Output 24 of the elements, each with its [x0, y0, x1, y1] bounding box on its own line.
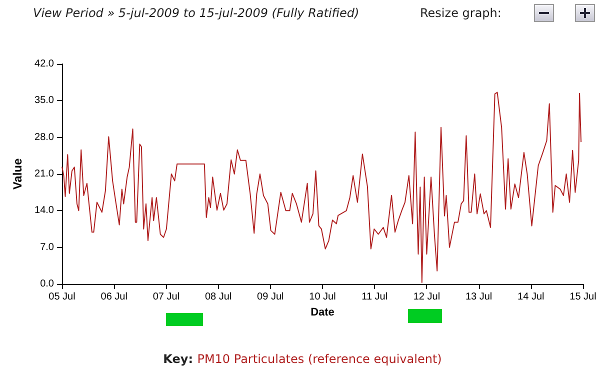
- x-tick-label: 12 Jul: [413, 292, 440, 302]
- x-axis-title: Date: [310, 306, 334, 318]
- x-tick-label: 10 Jul: [309, 292, 336, 302]
- y-axis-title: Value: [10, 158, 25, 190]
- y-tick-label: 35.0: [34, 95, 54, 106]
- x-tick-label: 08 Jul: [204, 292, 232, 302]
- y-tick-label: 42.0: [34, 58, 54, 70]
- y-tick-label: 7.0: [40, 242, 54, 253]
- y-tick-label: 21.0: [34, 168, 54, 180]
- y-tick-label: 14.0: [34, 205, 54, 216]
- x-tick-label: 06 Jul: [100, 292, 128, 302]
- x-tick-label: 15 Jul: [570, 292, 596, 302]
- x-tick-label: 07 Jul: [152, 292, 180, 302]
- text: Resize graph:: [420, 6, 502, 20]
- x-tick-label: 05 Jul: [48, 292, 76, 302]
- x-tick-label: 11 Jul: [362, 292, 388, 302]
- y-tick-label: 28.0: [34, 132, 54, 143]
- text: PM10 Particulates (reference equivalent): [197, 352, 442, 366]
- x-tick-label: 14 Jul: [518, 292, 544, 302]
- y-tick-label: 0.0: [40, 278, 54, 290]
- legend-title: Key:: [163, 352, 194, 366]
- x-tick-label: 13 Jul: [465, 292, 492, 302]
- chart-title: View Period » 5-jul-2009 to 15-jul-2009 (Fully Ratified): [33, 6, 360, 20]
- x-tick-label: 09 Jul: [257, 292, 284, 302]
